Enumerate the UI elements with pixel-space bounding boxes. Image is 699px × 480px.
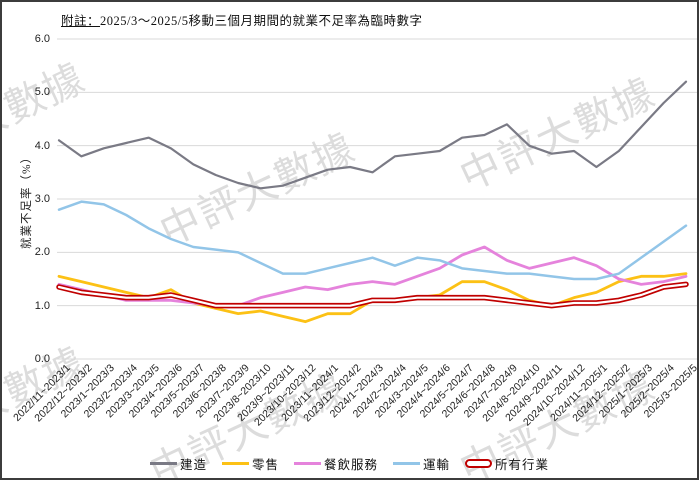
legend-label: 零售 (251, 457, 279, 472)
legend-swatch (393, 461, 420, 465)
legend-item: 餐飲服務 (293, 454, 378, 473)
note-prefix: 附註： (61, 14, 101, 28)
legend-item: 建造 (149, 454, 207, 473)
legend-label: 所有行業 (495, 457, 550, 472)
legend-item: 零售 (221, 454, 279, 473)
note-text: 2025/3～2025/5移動三個月期間的就業不足率為臨時數字 (100, 14, 423, 28)
y-tick-label: 0.0 (34, 353, 50, 365)
chart-legend: 建造 零售 餐飲服務 運輸 所有行業 (2, 452, 697, 474)
legend-label: 建造 (179, 457, 207, 472)
legend-label: 餐飲服務 (323, 457, 378, 472)
series-line (57, 80, 688, 190)
legend-swatch (149, 461, 177, 465)
y-tick-label: 2.0 (34, 246, 50, 259)
y-tick-label: 1.0 (34, 299, 50, 312)
y-tick-label: 5.0 (34, 86, 50, 99)
legend-item: 運輸 (393, 454, 450, 473)
legend-swatch (221, 461, 249, 465)
y-tick-label: 4.0 (34, 139, 50, 152)
legend-item: 所有行業 (465, 454, 549, 473)
chart-note: 附註：2025/3～2025/5移動三個月期間的就業不足率為臨時數字 (61, 10, 422, 29)
y-tick-label: 3.0 (34, 193, 50, 205)
y-tick-label: 6.0 (34, 33, 50, 45)
legend-swatch (293, 461, 321, 465)
series-line (57, 245, 688, 308)
legend-label: 運輸 (423, 457, 451, 472)
series-line (57, 200, 688, 281)
legend-swatch (465, 458, 493, 468)
series-line-core (57, 283, 688, 307)
